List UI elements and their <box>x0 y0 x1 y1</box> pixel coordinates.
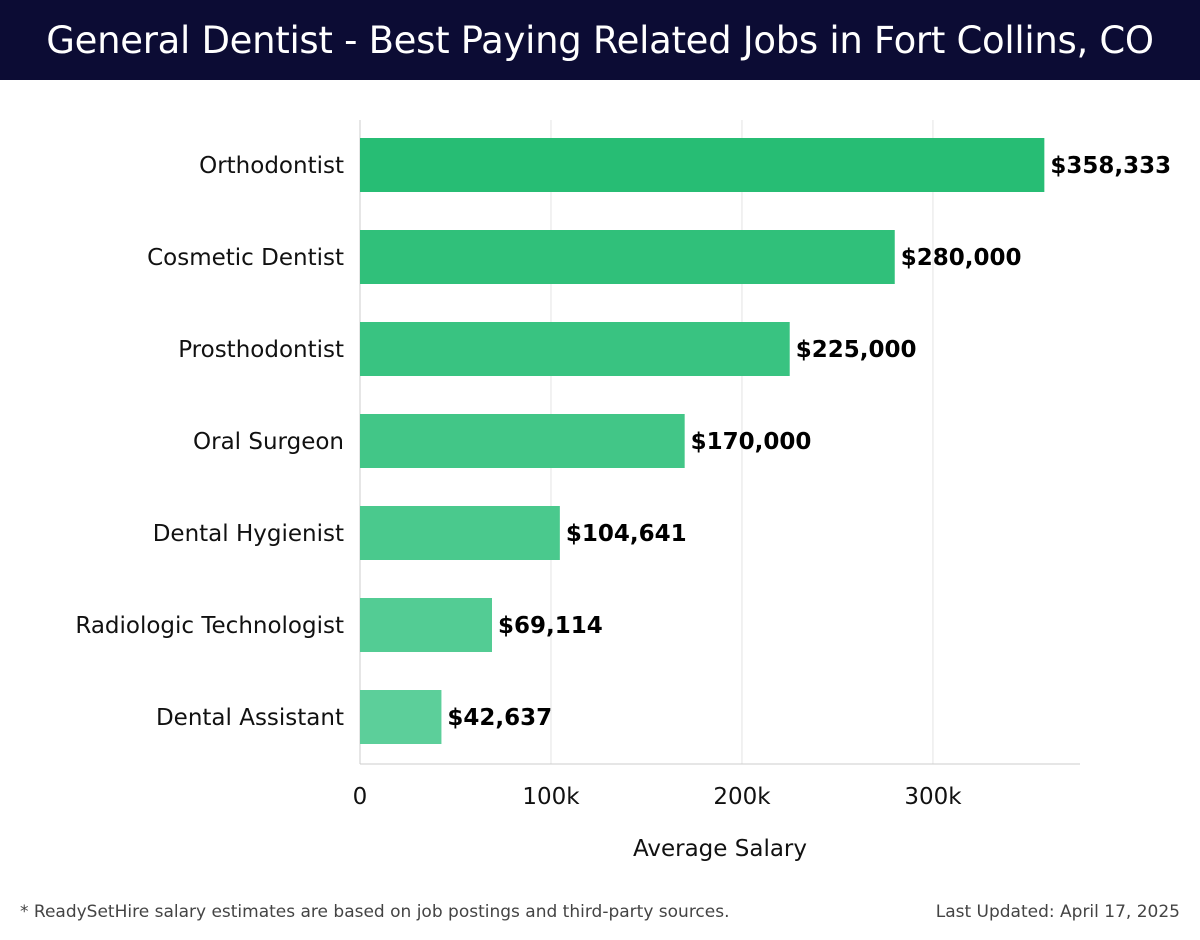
category-label: Orthodontist <box>199 153 344 179</box>
chart-title: General Dentist - Best Paying Related Jo… <box>46 18 1154 62</box>
value-label: $69,114 <box>498 613 603 639</box>
x-axis-label: Average Salary <box>633 836 807 862</box>
x-tick-label: 200k <box>713 784 771 810</box>
x-tick-label: 300k <box>904 784 962 810</box>
value-label: $225,000 <box>796 337 917 363</box>
bar-prosthodontist <box>360 322 790 376</box>
chart-header: General Dentist - Best Paying Related Jo… <box>0 0 1200 80</box>
category-label: Cosmetic Dentist <box>147 245 344 271</box>
bar-radiologic-technologist <box>360 598 492 652</box>
value-label: $170,000 <box>691 429 812 455</box>
bar-chart: Orthodontist $358,333 Cosmetic Dentist $280… <box>75 120 1171 862</box>
footer-note: * ReadySetHire salary estimates are base… <box>20 902 730 922</box>
bar-dental-hygienist <box>360 506 560 560</box>
value-label: $104,641 <box>566 521 687 547</box>
value-label: $358,333 <box>1050 153 1171 179</box>
category-label: Radiologic Technologist <box>75 613 344 639</box>
value-label: $42,637 <box>447 705 552 731</box>
x-tick-label: 0 <box>353 784 368 810</box>
bar-dental-assistant <box>360 690 442 744</box>
last-updated: Last Updated: April 17, 2025 <box>935 902 1180 922</box>
x-tick-label: 100k <box>522 784 580 810</box>
bar-cosmetic-dentist <box>360 230 895 284</box>
category-label: Oral Surgeon <box>193 429 344 455</box>
category-label: Prosthodontist <box>178 337 344 363</box>
value-label: $280,000 <box>901 245 1022 271</box>
bar-orthodontist <box>360 138 1045 192</box>
bar-oral-surgeon <box>360 414 685 468</box>
category-label: Dental Hygienist <box>153 521 344 547</box>
category-label: Dental Assistant <box>156 705 344 731</box>
